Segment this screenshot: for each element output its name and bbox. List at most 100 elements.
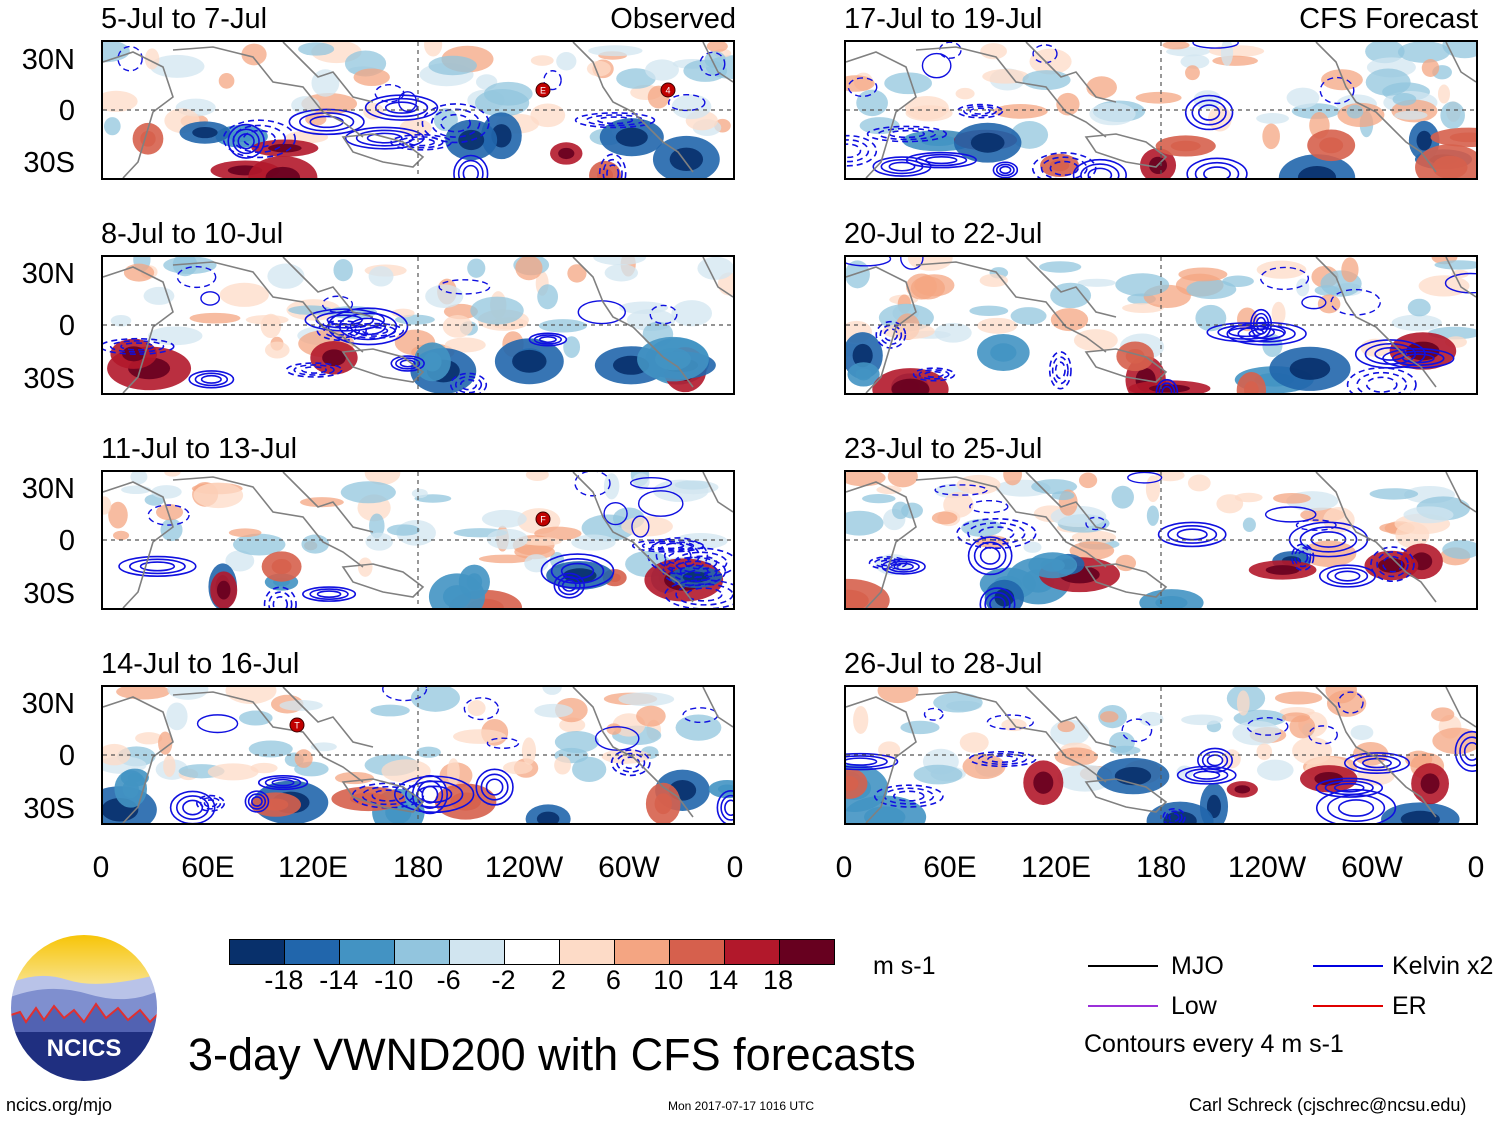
kelvin-contour	[641, 540, 695, 551]
kelvin-contour	[457, 159, 484, 178]
anomaly-blob	[1003, 472, 1023, 486]
kelvin-contour	[1226, 321, 1307, 346]
kelvin-contour	[1194, 161, 1240, 178]
kelvin-contour	[316, 590, 342, 598]
kelvin-contour	[1048, 351, 1072, 390]
kelvin-contour	[176, 265, 217, 289]
kelvin-contour	[925, 156, 958, 165]
anomaly-blob	[1051, 491, 1075, 501]
anomaly-blob	[1050, 308, 1089, 332]
kelvin-contour	[459, 378, 478, 391]
kelvin-contour	[1184, 94, 1234, 131]
coastline	[915, 476, 1107, 568]
kelvin-contour	[1315, 777, 1384, 798]
coastline	[846, 696, 917, 823]
kelvin-contour	[877, 127, 937, 141]
anomaly-blob	[1418, 275, 1470, 297]
anomaly-blob	[1162, 42, 1190, 50]
legend-line-kelvin	[1313, 965, 1383, 967]
anomaly-blob	[1437, 84, 1450, 104]
kelvin-contour	[1459, 736, 1476, 767]
anomaly-blob	[619, 301, 669, 314]
anomaly-blob	[572, 756, 607, 782]
anomaly-blob	[905, 105, 953, 122]
coastline	[702, 472, 733, 513]
kelvin-contour	[667, 93, 706, 112]
kelvin-contour	[1264, 506, 1317, 523]
anomaly-core	[192, 126, 218, 139]
coastline	[172, 691, 364, 783]
anomaly-core	[1163, 811, 1197, 823]
anomaly-core	[1049, 159, 1070, 172]
anomaly-core	[1265, 565, 1300, 575]
kelvin-contour	[203, 799, 218, 808]
anomaly-blob	[112, 530, 130, 541]
kelvin-contour	[128, 558, 186, 575]
kelvin-contour	[1040, 156, 1088, 178]
coastline	[1025, 42, 1117, 103]
kelvin-contour	[610, 749, 651, 777]
anomaly-blob	[1369, 488, 1419, 500]
kelvin-contour	[1308, 725, 1338, 745]
kelvin-contour	[293, 364, 335, 376]
anomaly-blob	[913, 764, 963, 785]
colorbar-units: m s-1	[873, 952, 936, 980]
legend-line-low	[1088, 1005, 1158, 1007]
anomaly-blob	[1195, 304, 1227, 332]
anomaly-blob	[1111, 485, 1134, 509]
kelvin-contour	[395, 357, 421, 370]
kelvin-contour	[699, 51, 726, 77]
anomaly-blob	[172, 257, 198, 277]
kelvin-contour	[139, 561, 176, 572]
kelvin-contour	[398, 91, 418, 113]
coastline	[172, 261, 364, 353]
anomaly-core	[990, 343, 1017, 362]
anomaly-blob	[1178, 267, 1228, 282]
kelvin-contour	[1337, 799, 1375, 817]
anomaly-blob	[103, 496, 112, 515]
anomaly-blob	[411, 488, 428, 499]
anomaly-blob	[1321, 69, 1363, 91]
anomaly-blob	[606, 723, 622, 735]
anomaly-blob	[1057, 720, 1075, 733]
kelvin-contour	[846, 134, 878, 167]
kelvin-contour	[561, 579, 577, 592]
kelvin-contour	[232, 124, 286, 154]
anomaly-core	[1033, 771, 1054, 794]
anomaly-blob	[503, 761, 533, 775]
anomaly-core	[1416, 130, 1432, 151]
anomaly-core	[271, 558, 292, 575]
kelvin-contour	[316, 320, 367, 342]
anomaly-blob	[616, 68, 656, 89]
storm-marker	[535, 82, 551, 98]
anomaly-blob	[1146, 505, 1160, 526]
coastline	[846, 481, 917, 608]
kelvin-contour	[1382, 348, 1455, 369]
kelvin-contour	[1167, 525, 1218, 544]
kelvin-contour	[651, 542, 685, 550]
kelvin-contour	[1365, 376, 1398, 393]
colorbar-swatch	[614, 940, 669, 964]
anomaly-blob	[1139, 711, 1164, 727]
anomaly-core	[846, 775, 859, 792]
footer-timestamp: Mon 2017-07-17 1016 UTC	[668, 1099, 815, 1113]
kelvin-contour	[602, 158, 623, 178]
kelvin-contour	[893, 562, 914, 571]
map-panel-obs-3: F	[101, 470, 735, 610]
kelvin-contour	[169, 790, 216, 823]
anomaly-core	[458, 129, 485, 151]
panel-title-fcst-2: 20-Jul to 22-Jul	[844, 218, 1043, 250]
anomaly-blob	[1077, 278, 1116, 287]
anomaly-blob	[1109, 745, 1141, 756]
kelvin-contour	[1176, 765, 1237, 785]
legend-label-mjo: MJO	[1171, 952, 1224, 980]
anomaly-blob	[1216, 494, 1244, 514]
anomaly-core	[263, 798, 289, 811]
kelvin-contour	[969, 499, 1009, 514]
footer-url[interactable]: ncics.org/mjo	[6, 1095, 113, 1115]
anomaly-blob	[368, 266, 394, 287]
kelvin-contour	[1165, 810, 1183, 823]
coastline	[572, 687, 694, 818]
kelvin-contour	[846, 139, 870, 163]
anomaly-blob	[603, 473, 620, 500]
